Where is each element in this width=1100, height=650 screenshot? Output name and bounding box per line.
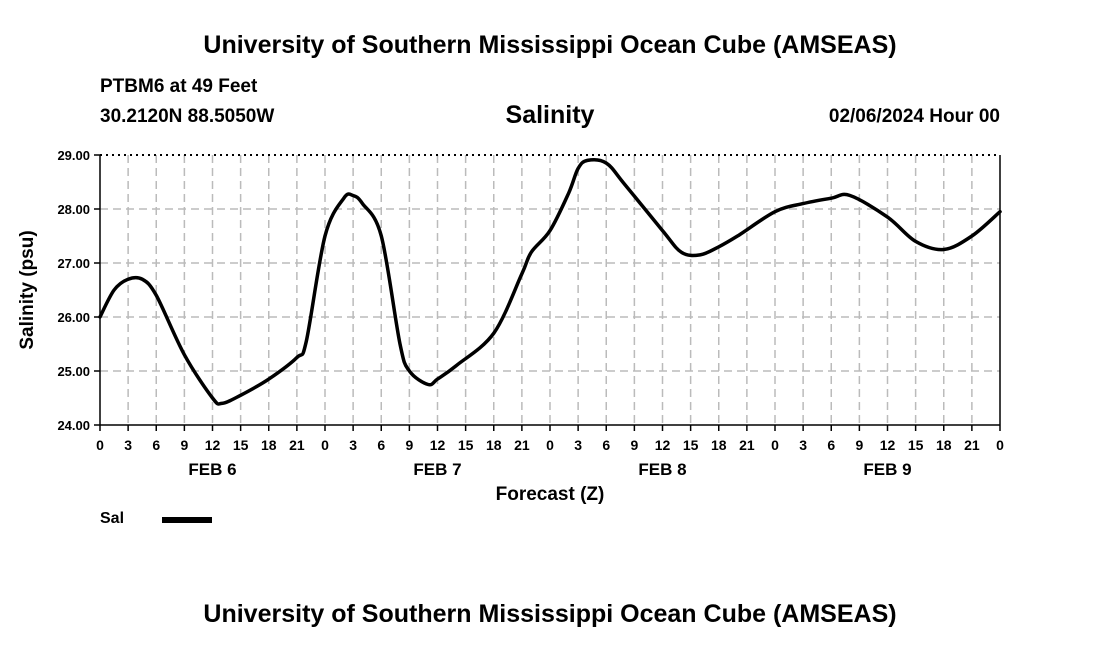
x-tick-label: 6	[152, 437, 160, 453]
day-label: FEB 7	[413, 460, 461, 479]
legend-label: Sal	[100, 510, 125, 527]
x-tick-label: 18	[486, 437, 502, 453]
x-tick-label: 21	[739, 437, 755, 453]
chart-title: Salinity	[505, 101, 595, 129]
x-tick-label: 12	[430, 437, 446, 453]
x-tick-label: 6	[377, 437, 385, 453]
x-tick-label: 9	[405, 437, 413, 453]
x-tick-label: 3	[124, 437, 132, 453]
y-tick-label: 29.00	[57, 148, 90, 163]
x-tick-label: 12	[880, 437, 896, 453]
x-tick-label: 9	[180, 437, 188, 453]
main-title: University of Southern Mississippi Ocean…	[203, 31, 897, 59]
day-label: FEB 9	[863, 460, 911, 479]
x-tick-label: 3	[349, 437, 357, 453]
tick-layer	[94, 154, 1001, 431]
day-label: FEB 8	[638, 460, 686, 479]
x-tick-label: 12	[205, 437, 221, 453]
x-axis-title: Forecast (Z)	[496, 484, 605, 505]
x-tick-label: 9	[855, 437, 863, 453]
day-label: FEB 6	[188, 460, 236, 479]
x-tick-label: 3	[574, 437, 582, 453]
x-tick-label: 21	[514, 437, 530, 453]
footer-title: University of Southern Mississippi Ocean…	[203, 600, 897, 628]
x-tick-label: 0	[321, 437, 329, 453]
legend-line-swatch	[162, 517, 212, 523]
x-tick-label: 12	[655, 437, 671, 453]
x-tick-label: 0	[996, 437, 1004, 453]
x-tick-label: 6	[602, 437, 610, 453]
x-tick-label: 15	[908, 437, 924, 453]
x-tick-label: 15	[683, 437, 699, 453]
x-tick-label: 18	[936, 437, 952, 453]
y-tick-label: 24.00	[57, 418, 90, 433]
x-tick-label: 9	[630, 437, 638, 453]
x-tick-label: 21	[289, 437, 305, 453]
x-tick-label: 0	[771, 437, 779, 453]
label-layer: 24.00 25.00 26.00 27.00 28.00 29.00 0 3 6 9 12 15 18…	[17, 148, 1004, 505]
grid-layer	[100, 154, 1000, 425]
y-tick-label: 25.00	[57, 364, 90, 379]
x-tick-label: 18	[711, 437, 727, 453]
forecast-datetime: 02/06/2024 Hour 00	[828, 106, 1000, 127]
x-tick-label: 21	[964, 437, 980, 453]
x-tick-label: 0	[546, 437, 554, 453]
x-tick-label: 6	[827, 437, 835, 453]
station-label: PTBM6 at 49 Feet	[100, 76, 258, 97]
x-tick-label: 3	[799, 437, 807, 453]
y-tick-label: 26.00	[57, 310, 90, 325]
y-tick-label: 28.00	[57, 202, 90, 217]
y-axis-title: Salinity (psu)	[17, 230, 38, 349]
x-tick-label: 0	[96, 437, 104, 453]
x-tick-label: 18	[261, 437, 277, 453]
x-tick-label: 15	[458, 437, 474, 453]
y-tick-label: 27.00	[57, 256, 90, 271]
coordinates-label: 30.2120N 88.5050W	[100, 106, 275, 127]
series-line-sal	[98, 158, 1002, 406]
x-tick-label: 15	[233, 437, 249, 453]
